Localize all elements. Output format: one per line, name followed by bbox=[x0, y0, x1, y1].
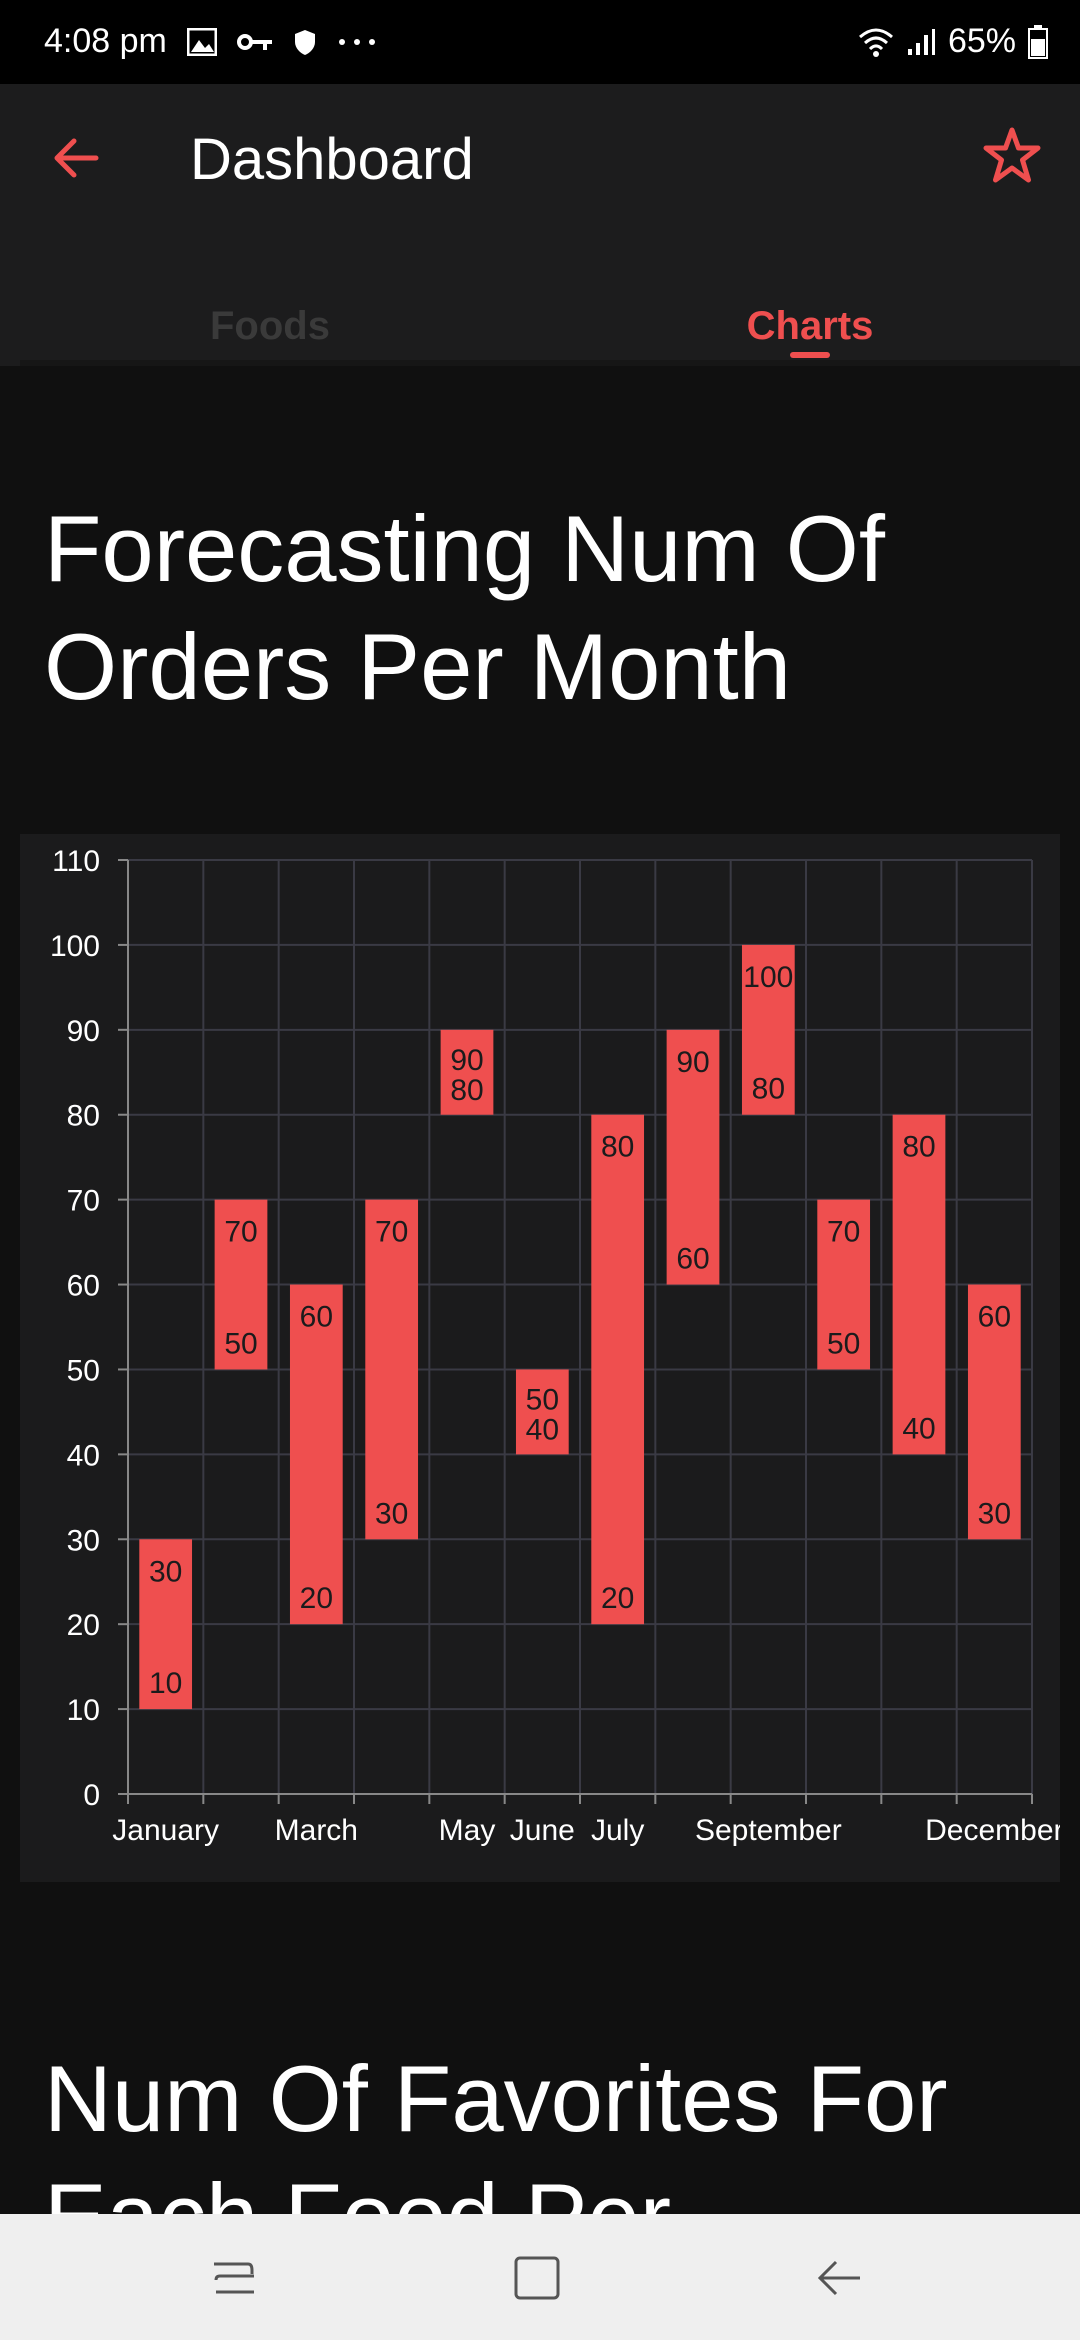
y-tick-label: 110 bbox=[52, 845, 100, 878]
tab-foods[interactable]: Foods bbox=[210, 304, 330, 348]
data-label-high: 60 bbox=[978, 1301, 1011, 1334]
system-nav-bar bbox=[0, 2214, 1080, 2340]
image-icon bbox=[186, 27, 217, 56]
x-tick-label: May bbox=[439, 1814, 496, 1847]
data-label-high: 70 bbox=[224, 1216, 257, 1249]
active-tab-indicator bbox=[790, 352, 830, 358]
x-tick-label: July bbox=[591, 1814, 644, 1847]
section-title: Forecasting Num Of Orders Per Month bbox=[44, 496, 886, 719]
divider bbox=[20, 360, 1060, 366]
battery-percent: 65% bbox=[947, 22, 1016, 60]
range-bar bbox=[214, 1199, 268, 1370]
data-label-low: 30 bbox=[375, 1497, 408, 1530]
y-tick-label: 80 bbox=[67, 1100, 100, 1133]
chart-card: 0 10 20 30 40 50 60 70 80 90 100 110 January March May… bbox=[20, 834, 1060, 1882]
x-tick-label: December bbox=[925, 1814, 1060, 1847]
status-time: 4:08 pm bbox=[44, 22, 167, 60]
y-tick-label: 0 bbox=[83, 1779, 100, 1812]
back-nav-button[interactable] bbox=[812, 2250, 868, 2306]
back-button[interactable] bbox=[46, 128, 106, 188]
range-bar bbox=[365, 1199, 419, 1540]
data-label-high: 90 bbox=[676, 1046, 709, 1079]
y-tick-label: 70 bbox=[67, 1185, 100, 1218]
data-label-low: 80 bbox=[752, 1073, 785, 1106]
data-label-low: 80 bbox=[450, 1074, 483, 1107]
data-label-high: 80 bbox=[902, 1131, 935, 1164]
status-bar: 4:08 pm 65% bbox=[0, 0, 1080, 84]
x-tick-label: September bbox=[695, 1814, 842, 1847]
shield-icon bbox=[294, 29, 315, 55]
tab-charts[interactable]: Charts bbox=[746, 304, 874, 348]
home-button[interactable] bbox=[510, 2250, 566, 2306]
y-tick-label: 40 bbox=[67, 1439, 100, 1472]
data-label-high: 30 bbox=[149, 1555, 182, 1588]
x-tick-label: March bbox=[275, 1814, 358, 1847]
x-tick-label: January bbox=[112, 1814, 219, 1847]
data-label-low: 20 bbox=[300, 1582, 333, 1615]
range-bar bbox=[139, 1539, 193, 1710]
data-label-high: 50 bbox=[526, 1383, 559, 1416]
data-label-low: 60 bbox=[676, 1243, 709, 1276]
data-label-low: 20 bbox=[601, 1582, 634, 1615]
y-tick-label: 100 bbox=[50, 930, 100, 963]
range-bar bbox=[817, 1199, 871, 1370]
key-icon bbox=[236, 33, 272, 50]
data-label-low: 50 bbox=[224, 1327, 257, 1360]
data-label-low: 40 bbox=[902, 1412, 935, 1445]
signal-icon bbox=[907, 28, 935, 55]
data-label-high: 90 bbox=[450, 1044, 483, 1077]
y-tick-label: 60 bbox=[67, 1270, 100, 1303]
y-tick-label: 90 bbox=[67, 1015, 100, 1048]
range-bar bbox=[892, 1114, 946, 1455]
data-label-low: 10 bbox=[149, 1667, 182, 1700]
star-outline-icon[interactable] bbox=[980, 124, 1044, 188]
data-label-low: 30 bbox=[978, 1497, 1011, 1530]
data-label-high: 70 bbox=[375, 1216, 408, 1249]
data-label-high: 60 bbox=[300, 1301, 333, 1334]
y-tick-label: 20 bbox=[67, 1609, 100, 1642]
data-label-high: 70 bbox=[827, 1216, 860, 1249]
data-label-high: 100 bbox=[743, 961, 793, 994]
more-icon bbox=[338, 38, 375, 45]
data-label-low: 50 bbox=[827, 1327, 860, 1360]
range-bar bbox=[967, 1284, 1021, 1540]
battery-icon bbox=[1028, 24, 1048, 59]
range-bar bbox=[666, 1029, 720, 1285]
tab-bar: Foods Charts bbox=[0, 274, 1080, 366]
app-bar: Dashboard Foods Charts bbox=[0, 84, 1080, 366]
range-bar bbox=[591, 1114, 645, 1625]
wifi-icon bbox=[858, 28, 893, 57]
y-tick-label: 30 bbox=[67, 1524, 100, 1557]
range-bar bbox=[741, 944, 795, 1115]
y-tick-label: 10 bbox=[67, 1694, 100, 1727]
range-bar bbox=[440, 1029, 494, 1115]
x-tick-label: June bbox=[510, 1814, 575, 1847]
range-bar bbox=[515, 1369, 569, 1455]
data-label-high: 80 bbox=[601, 1131, 634, 1164]
range-bar bbox=[289, 1284, 343, 1625]
recent-apps-button[interactable] bbox=[206, 2250, 262, 2306]
y-tick-label: 50 bbox=[67, 1354, 100, 1387]
page-title: Dashboard bbox=[190, 127, 474, 192]
data-label-low: 40 bbox=[526, 1413, 559, 1446]
